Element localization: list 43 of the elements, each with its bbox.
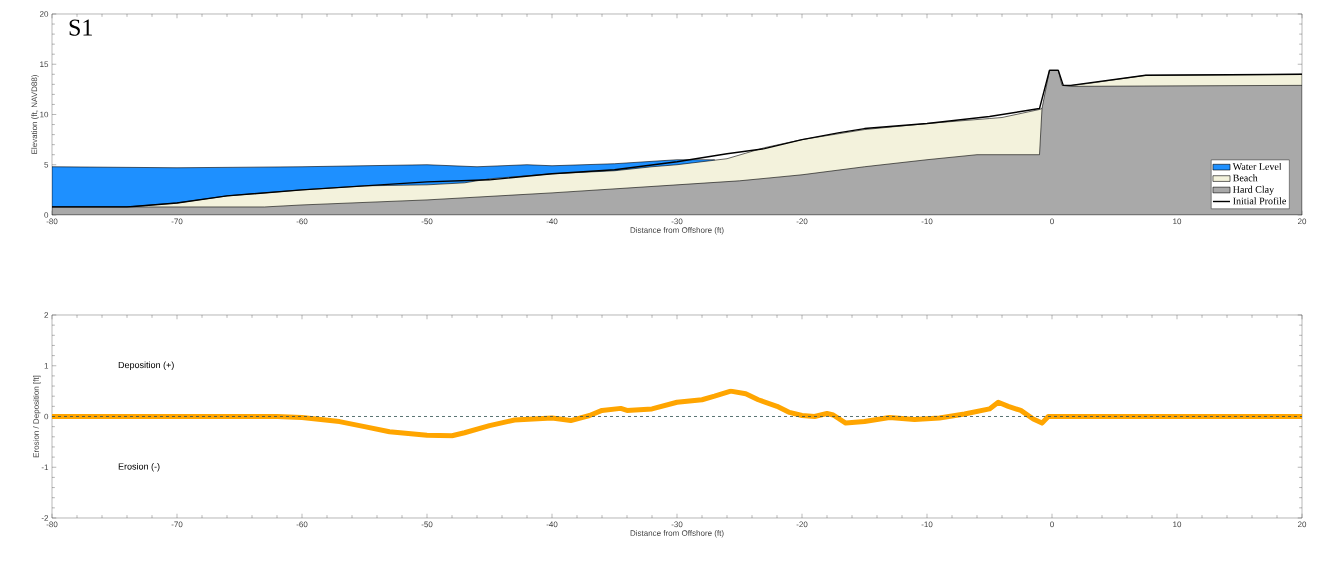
x-tick-label: -30 bbox=[671, 218, 683, 225]
x-tick-label: -80 bbox=[46, 218, 58, 225]
x-tick-label: -40 bbox=[546, 218, 558, 225]
legend-label: Water Level bbox=[1232, 162, 1282, 171]
x-tick-label: -10 bbox=[921, 218, 933, 225]
x-tick-label: -70 bbox=[171, 521, 183, 528]
x-tick-label: -10 bbox=[921, 521, 933, 528]
y-tick-label: -2 bbox=[41, 515, 49, 521]
x-tick-label: 0 bbox=[1050, 218, 1054, 225]
x-tick-label: -60 bbox=[296, 521, 308, 528]
annotation: Erosion (-) bbox=[118, 463, 160, 472]
x-tick-label: 20 bbox=[1297, 521, 1307, 528]
y-tick-label: 15 bbox=[40, 61, 49, 68]
x-tick-label: -20 bbox=[796, 521, 808, 528]
y-tick-label: 10 bbox=[40, 111, 49, 118]
x-tick-label: -40 bbox=[546, 521, 558, 528]
x-axis-title: Distance from Offshore (ft) bbox=[630, 227, 724, 235]
legend-label: Beach bbox=[1233, 174, 1258, 182]
y-tick-label: 0 bbox=[44, 212, 49, 218]
y-tick-label: 1 bbox=[44, 363, 49, 369]
y-tick-label: -1 bbox=[41, 464, 49, 470]
chart-title: S1 bbox=[69, 19, 92, 36]
y-tick-label: 2 bbox=[44, 312, 49, 318]
x-tick-label: -20 bbox=[796, 218, 808, 225]
y-tick-label: 20 bbox=[39, 11, 49, 17]
legend-label: Hard Clay bbox=[1233, 185, 1275, 195]
x-tick-label: 10 bbox=[1173, 218, 1182, 225]
y-axis-title: Erosion / Deposition [ft] bbox=[33, 375, 41, 458]
x-tick-label: 20 bbox=[1297, 218, 1307, 225]
x-tick-label: 0 bbox=[1050, 521, 1054, 528]
y-tick-label: 0 bbox=[44, 413, 49, 420]
x-tick-label: -50 bbox=[421, 218, 433, 225]
x-axis-title: Distance from Offshore (ft) bbox=[630, 530, 724, 538]
annotation: Deposition (+) bbox=[118, 361, 174, 370]
x-tick-label: -50 bbox=[421, 521, 433, 528]
x-tick-label: -70 bbox=[171, 218, 183, 225]
x-tick-label: -80 bbox=[46, 521, 58, 528]
x-tick-label: -60 bbox=[296, 218, 308, 225]
x-tick-label: 10 bbox=[1173, 521, 1182, 528]
y-tick-label: 5 bbox=[44, 161, 49, 168]
x-tick-label: -30 bbox=[671, 521, 683, 528]
y-axis-title: Elevation (ft, NAVD88) bbox=[31, 75, 39, 154]
legend-label: Initial Profile bbox=[1233, 197, 1286, 205]
